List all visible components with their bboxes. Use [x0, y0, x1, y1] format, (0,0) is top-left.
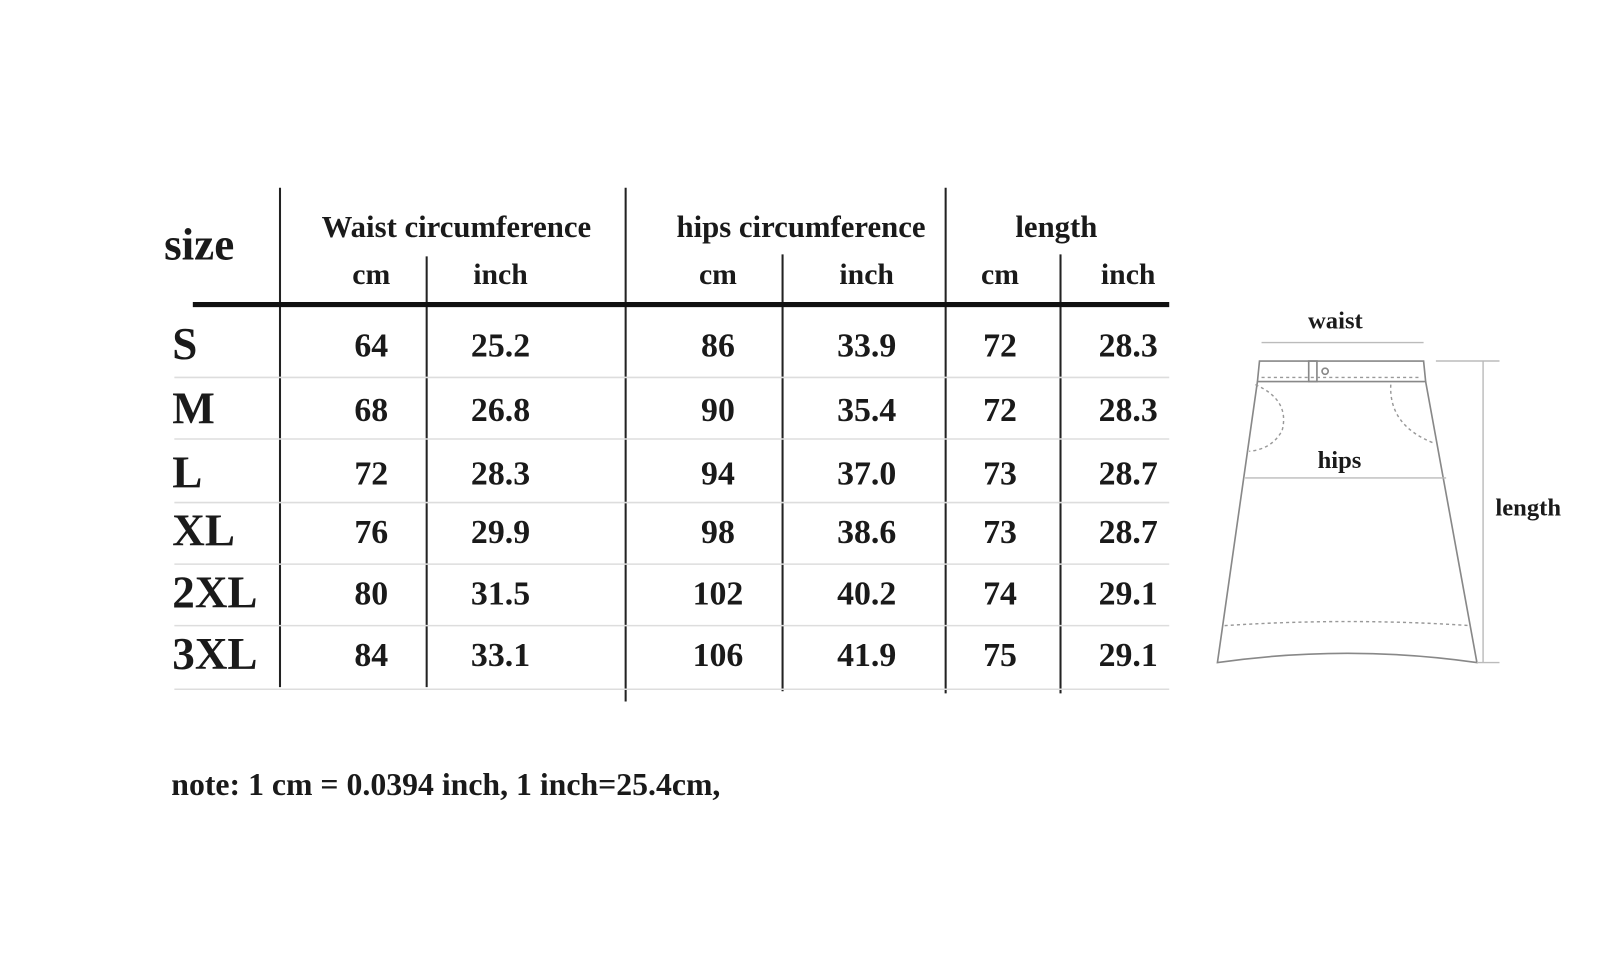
table-cell: 86 — [701, 327, 735, 364]
unit-header: inch — [1101, 258, 1156, 291]
table-cell: 28.7 — [1099, 456, 1158, 493]
unit-header: inch — [473, 258, 528, 291]
table-cell: 106 — [693, 637, 744, 674]
pocket — [1249, 383, 1285, 452]
table-cell: 28.3 — [1099, 327, 1158, 364]
table-cell: 80 — [354, 576, 388, 613]
table-cell: 68 — [354, 392, 388, 429]
skirt-outline — [1216, 360, 1478, 664]
table-cell: 94 — [701, 456, 735, 493]
table-cell: 84 — [354, 637, 388, 674]
table-cell: 73 — [983, 514, 1017, 551]
table-cell: 29.1 — [1099, 576, 1158, 613]
size-label: 3XL — [172, 629, 257, 679]
pocket — [1390, 384, 1435, 444]
group-header: length — [1015, 210, 1097, 244]
size-label: 2XL — [172, 567, 257, 617]
table-cell: 74 — [983, 576, 1017, 613]
table-cell: 40.2 — [837, 576, 896, 613]
table-cell: 26.8 — [471, 392, 530, 429]
skirt-diagram: waist hips length — [1216, 308, 1561, 664]
table-cell: 76 — [354, 514, 388, 551]
table-cell: 28.7 — [1099, 514, 1158, 551]
unit-header: cm — [981, 258, 1019, 291]
table-cell: 72 — [354, 456, 388, 493]
table-cell: 90 — [701, 392, 735, 429]
table-cell: 72 — [983, 327, 1017, 364]
table-cell: 73 — [983, 456, 1017, 493]
table-cell: 31.5 — [471, 576, 530, 613]
table-cell: 25.2 — [471, 327, 530, 364]
hips-label: hips — [1318, 447, 1362, 474]
table-cell: 29.1 — [1099, 637, 1158, 674]
size-label: S — [172, 319, 197, 369]
size-label: L — [172, 447, 202, 497]
waist-label: waist — [1308, 308, 1363, 335]
table-cell: 33.9 — [837, 327, 896, 364]
table-cell: 28.3 — [1099, 392, 1158, 429]
belt-loop — [1307, 360, 1318, 383]
table-cell: 64 — [354, 327, 388, 364]
size-label: XL — [172, 506, 235, 556]
table-cell: 98 — [701, 514, 735, 551]
table-cell: 72 — [983, 392, 1017, 429]
corner-header: size — [164, 220, 234, 270]
hem-stitching — [1224, 620, 1471, 627]
length-label: length — [1495, 494, 1561, 521]
button — [1321, 367, 1330, 376]
note: note: 1 cm = 0.0394 inch, 1 inch=25.4cm, — [171, 767, 720, 802]
unit-header: cm — [352, 258, 390, 291]
size-label: M — [172, 384, 215, 434]
table-cell: 35.4 — [837, 392, 896, 429]
group-header: hips circumference — [676, 210, 925, 244]
unit-header: inch — [839, 258, 894, 291]
unit-header: cm — [699, 258, 737, 291]
group-header: Waist circumference — [322, 210, 592, 244]
table-cell: 41.9 — [837, 637, 896, 674]
table-cell: 29.9 — [471, 514, 530, 551]
table-cell: 75 — [983, 637, 1017, 674]
table-cell: 102 — [693, 576, 744, 613]
table-cell: 28.3 — [471, 456, 530, 493]
table-cell: 37.0 — [837, 456, 896, 493]
table-cell: 38.6 — [837, 514, 896, 551]
table-cell: 33.1 — [471, 637, 530, 674]
